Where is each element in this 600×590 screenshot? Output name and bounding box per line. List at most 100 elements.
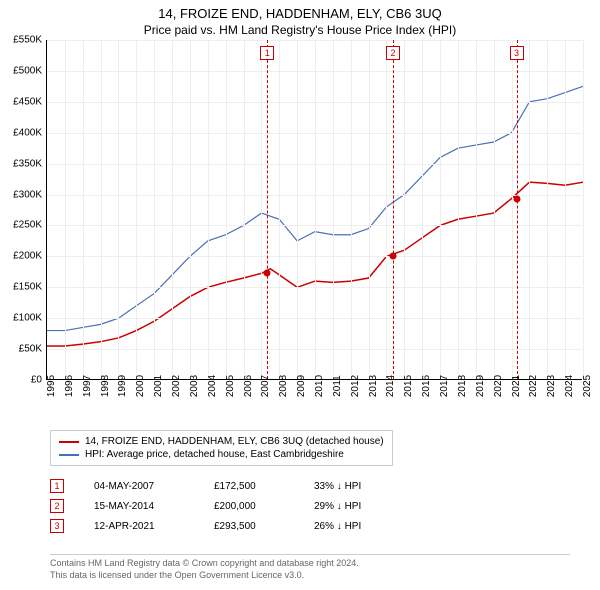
x-axis-label: 2006 (243, 375, 254, 397)
gridline-v (315, 40, 316, 379)
legend-label: 14, FROIZE END, HADDENHAM, ELY, CB6 3UQ … (85, 436, 384, 447)
y-axis-label: £550K (13, 35, 42, 46)
x-axis-label: 2008 (278, 375, 289, 397)
x-axis-label: 2022 (528, 375, 539, 397)
x-axis-label: 2024 (564, 375, 575, 397)
chart-container: 14, FROIZE END, HADDENHAM, ELY, CB6 3UQ … (0, 0, 600, 590)
x-axis-label: 2002 (171, 375, 182, 397)
sales-date: 15-MAY-2014 (94, 501, 184, 512)
gridline-v (297, 40, 298, 379)
gridline-v (369, 40, 370, 379)
x-axis-label: 2014 (385, 375, 396, 397)
gridline-v (154, 40, 155, 379)
marker-badge: 1 (260, 46, 274, 60)
x-axis-label: 2000 (135, 375, 146, 397)
legend-item: 14, FROIZE END, HADDENHAM, ELY, CB6 3UQ … (59, 435, 384, 448)
legend-swatch (59, 441, 79, 443)
gridline-v (261, 40, 262, 379)
sales-diff: 33% ↓ HPI (314, 481, 414, 492)
marker-line (267, 40, 268, 379)
x-axis-label: 2015 (403, 375, 414, 397)
chart-subtitle: Price paid vs. HM Land Registry's House … (0, 21, 600, 37)
x-axis-label: 2004 (207, 375, 218, 397)
sales-date: 04-MAY-2007 (94, 481, 184, 492)
y-axis-label: £350K (13, 158, 42, 169)
sales-row: 3 12-APR-2021 £293,500 26% ↓ HPI (50, 516, 414, 536)
y-axis-label: £500K (13, 65, 42, 76)
legend-item: HPI: Average price, detached house, East… (59, 448, 384, 461)
gridline-v (136, 40, 137, 379)
gridline-v (386, 40, 387, 379)
gridline-v (118, 40, 119, 379)
sales-price: £200,000 (214, 501, 284, 512)
gridline-v (529, 40, 530, 379)
gridline-v (512, 40, 513, 379)
y-axis-label: £100K (13, 313, 42, 324)
marker-point (513, 195, 520, 202)
gridline-v (440, 40, 441, 379)
sales-table: 1 04-MAY-2007 £172,500 33% ↓ HPI 2 15-MAY-201… (50, 476, 414, 536)
y-axis-label: £200K (13, 251, 42, 262)
y-axis-label: £250K (13, 220, 42, 231)
x-axis-label: 2021 (511, 375, 522, 397)
x-axis-label: 2020 (493, 375, 504, 397)
x-axis-label: 2023 (546, 375, 557, 397)
gridline-v (351, 40, 352, 379)
gridline-v (565, 40, 566, 379)
legend-box: 14, FROIZE END, HADDENHAM, ELY, CB6 3UQ … (50, 430, 393, 466)
marker-badge: 2 (386, 46, 400, 60)
gridline-v (244, 40, 245, 379)
chart-plot-area: 1 2 3 (46, 40, 582, 380)
marker-line (517, 40, 518, 379)
gridline-v (279, 40, 280, 379)
y-axis-label: £50K (19, 344, 42, 355)
x-axis-label: 2003 (189, 375, 200, 397)
gridline-v (83, 40, 84, 379)
x-axis-label: 2016 (421, 375, 432, 397)
chart-title: 14, FROIZE END, HADDENHAM, ELY, CB6 3UQ (0, 0, 600, 21)
sales-price: £293,500 (214, 521, 284, 532)
x-axis-label: 1997 (82, 375, 93, 397)
gridline-v (333, 40, 334, 379)
x-axis-label: 2017 (439, 375, 450, 397)
sales-row: 1 04-MAY-2007 £172,500 33% ↓ HPI (50, 476, 414, 496)
sales-date: 12-APR-2021 (94, 521, 184, 532)
legend-swatch (59, 454, 79, 456)
gridline-v (422, 40, 423, 379)
x-axis-label: 2007 (260, 375, 271, 397)
x-axis-label: 1996 (64, 375, 75, 397)
gridline-v (172, 40, 173, 379)
x-axis-label: 2009 (296, 375, 307, 397)
gridline-v (476, 40, 477, 379)
marker-badge: 3 (510, 46, 524, 60)
y-axis-label: £450K (13, 96, 42, 107)
gridline-v (208, 40, 209, 379)
marker-point (390, 253, 397, 260)
gridline-v (404, 40, 405, 379)
x-axis-label: 2005 (225, 375, 236, 397)
x-axis-label: 2019 (475, 375, 486, 397)
sales-badge: 2 (50, 499, 64, 513)
y-axis-label: £400K (13, 127, 42, 138)
legend-label: HPI: Average price, detached house, East… (85, 449, 344, 460)
gridline-v (494, 40, 495, 379)
gridline-v (547, 40, 548, 379)
y-axis-label: £150K (13, 282, 42, 293)
footer-line: This data is licensed under the Open Gov… (50, 570, 570, 582)
gridline-v (583, 40, 584, 379)
x-axis-label: 2010 (314, 375, 325, 397)
gridline-v (65, 40, 66, 379)
x-axis-label: 2001 (153, 375, 164, 397)
x-axis-label: 1995 (46, 375, 57, 397)
sales-price: £172,500 (214, 481, 284, 492)
gridline-v (458, 40, 459, 379)
gridline-v (101, 40, 102, 379)
sales-badge: 3 (50, 519, 64, 533)
sales-diff: 26% ↓ HPI (314, 521, 414, 532)
gridline-v (226, 40, 227, 379)
y-axis-label: £300K (13, 189, 42, 200)
marker-line (393, 40, 394, 379)
sales-row: 215-MAY-2014£200,00029% ↓ HPI (50, 496, 414, 516)
x-axis-label: 2025 (582, 375, 593, 397)
sales-badge: 1 (50, 479, 64, 493)
